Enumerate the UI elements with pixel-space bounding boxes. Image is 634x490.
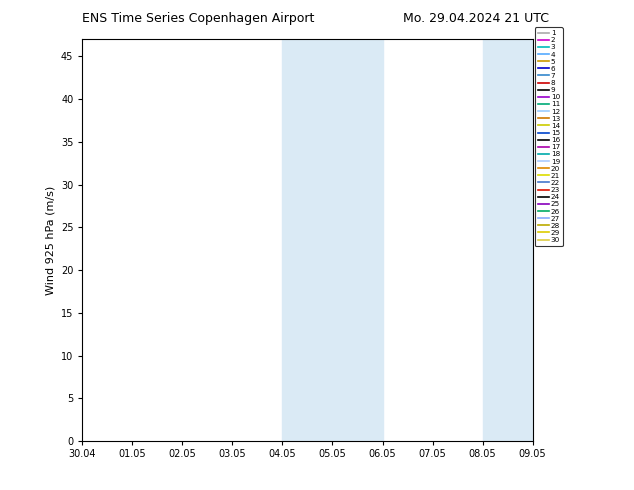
- Text: ENS Time Series Copenhagen Airport: ENS Time Series Copenhagen Airport: [82, 12, 315, 25]
- Text: Mo. 29.04.2024 21 UTC: Mo. 29.04.2024 21 UTC: [403, 12, 548, 25]
- Bar: [283, 39, 382, 441]
- Legend: 1, 2, 3, 4, 5, 6, 7, 8, 9, 10, 11, 12, 13, 14, 15, 16, 17, 18, 19, 20, 21, 22, 2: 1, 2, 3, 4, 5, 6, 7, 8, 9, 10, 11, 12, 1…: [535, 27, 563, 246]
- Y-axis label: Wind 925 hPa (m/s): Wind 925 hPa (m/s): [46, 186, 55, 294]
- Bar: [482, 39, 533, 441]
